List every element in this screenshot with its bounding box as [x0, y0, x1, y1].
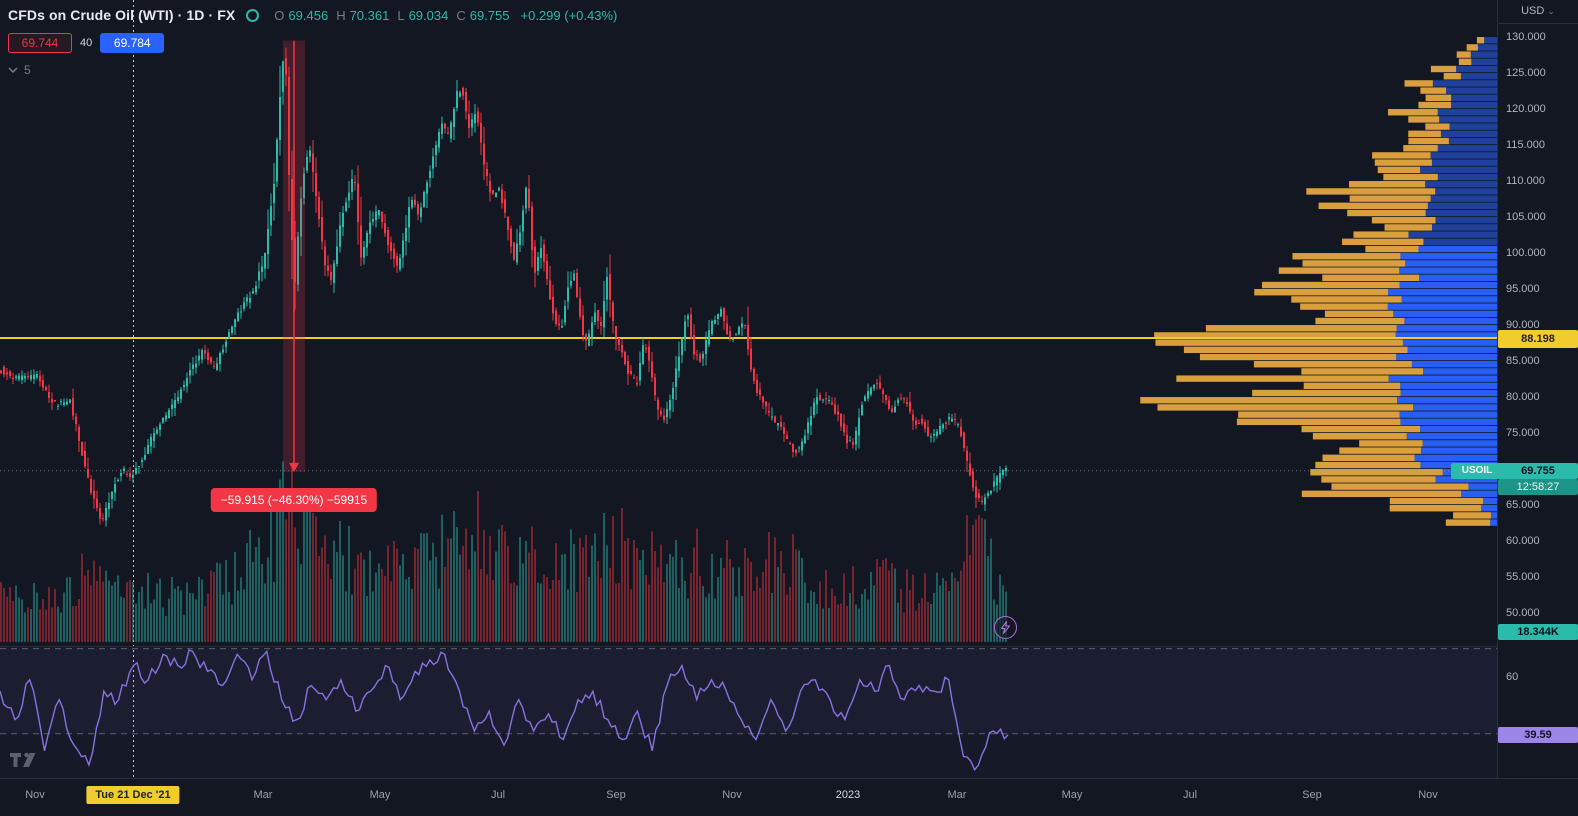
price-tick: 80.000 — [1506, 391, 1540, 404]
price-tick: 110.000 — [1506, 175, 1545, 188]
time-tick: Sep — [606, 789, 626, 801]
oscillator-tick: 60 — [1506, 671, 1519, 683]
price-tick: 115.000 — [1506, 139, 1545, 152]
time-tick: Sep — [1302, 789, 1322, 801]
symbol-price-badge: USOIL — [1451, 462, 1503, 479]
price-tick: 90.000 — [1506, 319, 1540, 332]
chart-legend: CFDs on Crude Oil (WTI) · 1D · FX O 69.45… — [8, 6, 617, 77]
price-tick: 65.000 — [1506, 499, 1540, 512]
currency-label: USD — [1521, 5, 1545, 17]
ohlc-values: O 69.456 H 70.361 L 69.034 C 69.755 — [270, 8, 509, 23]
change-value: +0.299 (+0.43%) — [520, 7, 618, 23]
tradingview-logo[interactable] — [9, 750, 37, 773]
time-tick: May — [369, 789, 391, 801]
close-label: C — [456, 7, 466, 23]
price-axis[interactable]: USD ⌄ 130.000 125.000 120.000 115.000 110.000… — [1497, 0, 1578, 778]
price-tick: 120.000 — [1506, 103, 1546, 116]
oscillator-line — [0, 649, 1009, 772]
volume-bars — [0, 461, 1007, 642]
close-value: 69.755 — [469, 7, 510, 23]
time-axis[interactable]: Tue 21 Dec '21 Nov Mar May Jul Sep Nov 2023 Mar… — [0, 778, 1578, 816]
price-tick: 100.000 — [1506, 247, 1546, 260]
price-tick: 125.000 — [1506, 67, 1546, 80]
time-tick: Mar — [947, 789, 967, 801]
hline-price-label: 88.198 — [1498, 330, 1578, 348]
lightning-button[interactable] — [994, 616, 1017, 639]
bid-price-button[interactable]: 69.744 — [8, 33, 72, 53]
price-tick: 75.000 — [1506, 427, 1540, 440]
price-tick: 60.000 — [1506, 535, 1540, 548]
bar-countdown-label: 12:58:27 — [1498, 478, 1578, 495]
lightning-icon — [1001, 621, 1010, 634]
volume-profile — [1140, 37, 1497, 526]
oscillator-value-label: 39.59 — [1498, 726, 1578, 743]
market-status-icon[interactable] — [246, 8, 260, 22]
price-tick: 85.000 — [1506, 355, 1540, 368]
low-value: 69.034 — [408, 7, 449, 23]
tradingview-logo-icon — [10, 752, 36, 767]
crosshair-date-label: Tue 21 Dec '21 — [86, 786, 180, 804]
time-tick: Nov — [722, 789, 742, 801]
pane-divider[interactable] — [0, 646, 1578, 647]
chevron-down-icon — [8, 67, 18, 73]
volume-value-label: 18.344K — [1498, 624, 1578, 640]
time-tick: Jul — [490, 789, 506, 801]
time-tick: May — [1061, 789, 1083, 801]
chevron-down-icon: ⌄ — [1547, 6, 1555, 16]
time-tick: 2023 — [835, 789, 861, 801]
main-chart-canvas[interactable] — [0, 0, 1497, 778]
time-tick: Nov — [25, 789, 45, 801]
high-label: H — [336, 7, 346, 23]
open-value: 69.456 — [288, 7, 329, 23]
spread-value: 40 — [80, 37, 93, 49]
symbol-title[interactable]: CFDs on Crude Oil (WTI) · 1D · FX — [8, 7, 236, 23]
price-tick: 95.000 — [1506, 283, 1540, 296]
candles-layer — [0, 47, 1007, 527]
open-label: O — [274, 7, 285, 23]
low-label: L — [397, 7, 405, 23]
high-value: 70.361 — [349, 7, 390, 23]
time-tick: Mar — [253, 789, 273, 801]
price-tick: 130.000 — [1506, 31, 1546, 44]
price-tick: 50.000 — [1506, 607, 1540, 620]
measure-tool[interactable] — [283, 40, 305, 472]
ask-price-button[interactable]: 69.784 — [100, 33, 165, 53]
currency-selector[interactable]: USD ⌄ — [1498, 0, 1578, 24]
time-tick: Jul — [1182, 789, 1198, 801]
last-price-label: 69.755 — [1498, 462, 1578, 479]
price-tick: 55.000 — [1506, 571, 1540, 584]
indicators-collapse-toggle[interactable]: 5 — [8, 63, 617, 77]
price-tick: 105.000 — [1506, 211, 1546, 224]
indicators-count: 5 — [24, 63, 31, 77]
time-tick: Nov — [1418, 789, 1438, 801]
measure-tool-label[interactable]: −59.915 (−46.30%) −59915 — [210, 487, 378, 512]
